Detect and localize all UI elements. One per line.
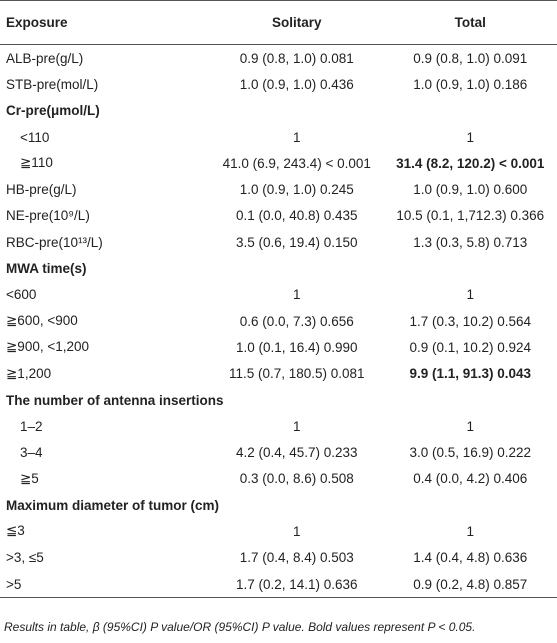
- table-cell: 31.4 (8.2, 120.2) < 0.001: [396, 155, 545, 171]
- header-row: Exposure Solitary Total: [0, 0, 557, 45]
- table-cell: The number of antenna insertions: [6, 392, 224, 408]
- table-row: ≧600, <900 0.6 (0.0, 7.3) 0.656 1.7 (0.3, …: [0, 308, 557, 334]
- header-cell: Total: [383, 0, 557, 45]
- table-cell: 9.9 (1.1, 91.3) 0.043: [409, 366, 532, 382]
- table-cell: 3.0 (0.5, 16.9) 0.222: [409, 445, 532, 461]
- table-cell: 41.0 (6.9, 243.4) < 0.001: [222, 155, 371, 171]
- header-cell: Exposure: [0, 0, 210, 45]
- table-cell: ≧900, <1,200: [6, 339, 90, 355]
- table-cell: 1: [466, 523, 474, 539]
- table-cell: Cr-pre(μmol/L): [6, 103, 100, 119]
- table-cell: ≧110: [20, 155, 53, 171]
- table-row: ALB-pre(g/L) 0.9 (0.8, 1.0) 0.081 0.9 (0.8…: [0, 45, 557, 72]
- table-row: RBC-pre(10¹³/L) 3.5 (0.6, 19.4) 0.150 1.3 …: [0, 229, 557, 255]
- table-row: ≧900, <1,200 1.0 (0.1, 16.4) 0.990 0.9 (0.…: [0, 334, 557, 360]
- table-row: ≧5 0.3 (0.0, 8.6) 0.508 0.4 (0.0, 4.2) 0.4…: [0, 466, 557, 492]
- section-row: MWA time(s): [0, 255, 557, 281]
- table-cell: 0.9 (0.1, 10.2) 0.924: [409, 339, 532, 355]
- table-cell: ≧600, <900: [6, 313, 78, 329]
- table-cell: 0.9 (0.8, 1.0) 0.091: [413, 50, 528, 66]
- table-cell: 1.3 (0.3, 5.8) 0.713: [413, 234, 528, 250]
- table-cell: 1: [292, 523, 301, 539]
- table-cell: 1.0 (0.9, 1.0) 0.436: [239, 76, 354, 92]
- table-cell: >3, ≤5: [6, 550, 44, 566]
- table-cell: 3.5 (0.6, 19.4) 0.150: [235, 234, 358, 250]
- table-row: <600 1 1: [0, 282, 557, 308]
- table-cell: 0.9 (0.8, 1.0) 0.081: [239, 50, 354, 66]
- table-cell: 1.0 (0.9, 1.0) 0.600: [413, 182, 528, 198]
- table-row: ≧110 41.0 (6.9, 243.4) < 0.001 31.4 (8.2, …: [0, 150, 557, 176]
- table-cell: 0.1 (0.0, 40.8) 0.435: [235, 208, 358, 224]
- header-cell: Solitary: [210, 0, 384, 45]
- table-body: ALB-pre(g/L) 0.9 (0.8, 1.0) 0.081 0.9 (0.8…: [0, 45, 557, 598]
- table-cell: 1–2: [20, 418, 43, 434]
- table-row: <110 1 1: [0, 124, 557, 150]
- table-cell: 1.7 (0.3, 10.2) 0.564: [409, 313, 532, 329]
- table-cell: <110: [20, 129, 50, 145]
- table-cell: 1: [292, 418, 301, 434]
- section-row: Maximum diameter of tumor (cm): [0, 492, 557, 518]
- table-cell: 1.7 (0.4, 8.4) 0.503: [239, 550, 354, 566]
- table-cell: 1.0 (0.1, 16.4) 0.990: [235, 339, 358, 355]
- table-cell: 4.2 (0.4, 45.7) 0.233: [235, 445, 358, 461]
- table-cell: ≧5: [20, 470, 39, 486]
- table-row: 1–2 1 1: [0, 413, 557, 439]
- table-cell: 11.5 (0.7, 180.5) 0.081: [228, 366, 365, 382]
- table-cell: 0.6 (0.0, 7.3) 0.656: [239, 313, 354, 329]
- section-row: The number of antenna insertions: [0, 387, 557, 413]
- table-cell: 1.4 (0.4, 4.8) 0.636: [413, 550, 528, 566]
- table-cell: STB-pre(mol/L): [6, 76, 99, 92]
- table-cell: 0.3 (0.0, 8.6) 0.508: [239, 471, 354, 487]
- table-cell: 1: [466, 287, 474, 303]
- table-row: NE-pre(10⁹/L) 0.1 (0.0, 40.8) 0.435 10.5 (…: [0, 203, 557, 229]
- table-cell: 0.9 (0.2, 4.8) 0.857: [413, 576, 528, 592]
- table-cell: 1.0 (0.9, 1.0) 0.245: [239, 182, 354, 198]
- footnote: Results in table, β (95%CI) P value/OR (…: [4, 620, 476, 635]
- table-cell: 1: [466, 418, 474, 434]
- table-cell: 1: [466, 129, 474, 145]
- table-cell: MWA time(s): [6, 261, 87, 277]
- table-row: STB-pre(mol/L) 1.0 (0.9, 1.0) 0.436 1.0 (0…: [0, 71, 557, 97]
- table-cell: ≧1,200: [6, 365, 52, 381]
- results-table: Exposure Solitary Total ALB-pre(g/L) 0.9 …: [0, 0, 557, 599]
- table-cell: NE-pre(10⁹/L): [6, 208, 90, 224]
- table-cell: 0.4 (0.0, 4.2) 0.406: [413, 471, 528, 487]
- table-cell: HB-pre(g/L): [6, 182, 77, 198]
- table-row: ≧1,200 11.5 (0.7, 180.5) 0.081 9.9 (1.1, 9…: [0, 361, 557, 387]
- table-cell: ≦3: [6, 523, 25, 539]
- table-cell: 1: [292, 287, 301, 303]
- table-cell: Maximum diameter of tumor (cm): [6, 497, 220, 513]
- table-cell: 10.5 (0.1, 1,712.3) 0.366: [396, 208, 545, 224]
- table-row: HB-pre(g/L) 1.0 (0.9, 1.0) 0.245 1.0 (0.9,…: [0, 176, 557, 202]
- table-header: Exposure Solitary Total: [0, 0, 557, 45]
- table-cell: ALB-pre(g/L): [6, 50, 84, 66]
- table-row: 3–4 4.2 (0.4, 45.7) 0.233 3.0 (0.5, 16.9) …: [0, 439, 557, 465]
- table-cell: 1.0 (0.9, 1.0) 0.186: [413, 76, 528, 92]
- table-row: ≦3 1 1: [0, 518, 557, 544]
- table-cell: >5: [6, 576, 22, 592]
- table-row: >5 1.7 (0.2, 14.1) 0.636 0.9 (0.2, 4.8) 0.…: [0, 571, 557, 598]
- table-cell: <600: [6, 287, 37, 303]
- table-cell: 1: [292, 129, 301, 145]
- table-cell: RBC-pre(10¹³/L): [6, 234, 103, 250]
- table-cell: 1.7 (0.2, 14.1) 0.636: [235, 576, 358, 592]
- section-row: Cr-pre(μmol/L): [0, 98, 557, 124]
- table-cell: 3–4: [20, 445, 43, 461]
- table-row: >3, ≤5 1.7 (0.4, 8.4) 0.503 1.4 (0.4, 4.8)…: [0, 545, 557, 571]
